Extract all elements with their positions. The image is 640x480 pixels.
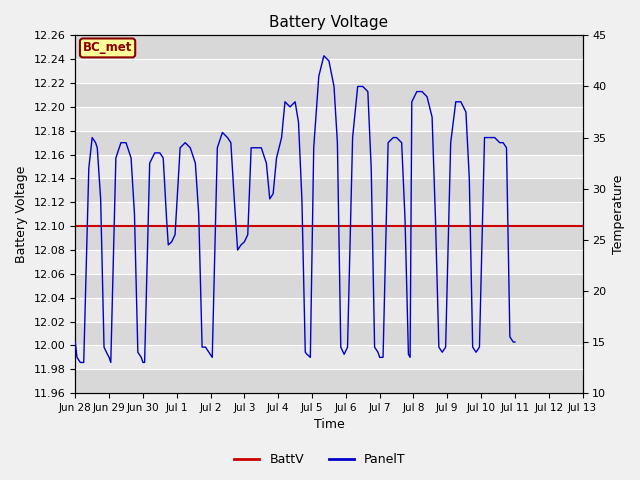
Bar [76, 59, 582, 83]
X-axis label: Time: Time [314, 419, 344, 432]
Bar [76, 369, 582, 393]
Bar [76, 250, 582, 274]
Bar [76, 202, 582, 226]
Bar [76, 322, 582, 346]
Bar [76, 83, 582, 107]
Legend: BattV, PanelT: BattV, PanelT [229, 448, 411, 471]
Y-axis label: Temperature: Temperature [612, 175, 625, 254]
Bar [76, 107, 582, 131]
Bar [76, 274, 582, 298]
Bar [76, 346, 582, 369]
Bar [76, 36, 582, 59]
Title: Battery Voltage: Battery Voltage [269, 15, 388, 30]
Text: BC_met: BC_met [83, 41, 132, 54]
Y-axis label: Battery Voltage: Battery Voltage [15, 166, 28, 263]
Bar [76, 179, 582, 202]
Bar [76, 298, 582, 322]
Bar [76, 226, 582, 250]
Bar [76, 155, 582, 179]
Bar [76, 131, 582, 155]
